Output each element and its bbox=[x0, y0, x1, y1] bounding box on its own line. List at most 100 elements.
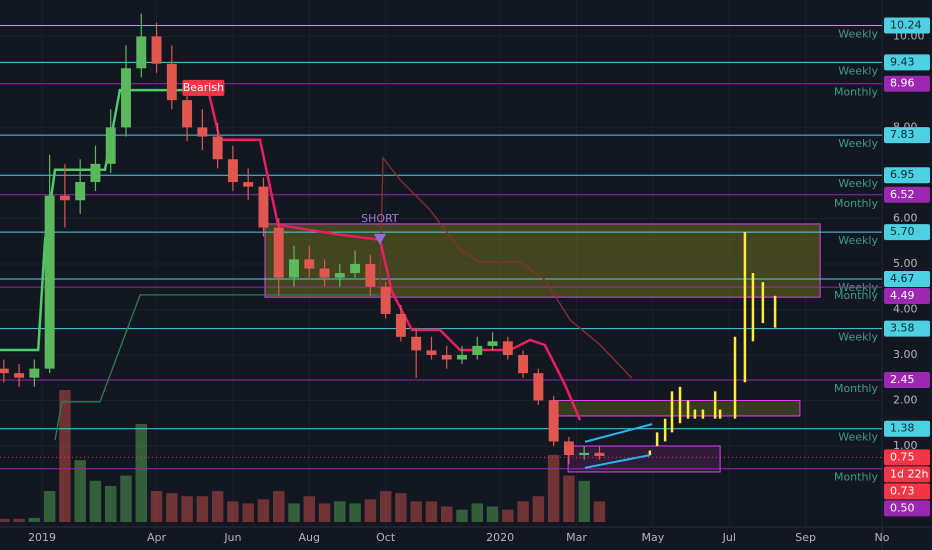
price-badge bbox=[884, 287, 930, 304]
trendline bbox=[584, 454, 651, 469]
candle-body bbox=[563, 441, 574, 456]
price-badge bbox=[884, 127, 930, 144]
volume-bar bbox=[563, 475, 575, 522]
volume-bar bbox=[318, 503, 331, 522]
x-tick-label: Jun bbox=[223, 531, 241, 544]
level-note: Weekly bbox=[838, 331, 878, 344]
volume-bar bbox=[211, 491, 224, 522]
candle-body bbox=[319, 268, 330, 278]
volume-bar bbox=[150, 491, 163, 522]
price-badge bbox=[884, 500, 930, 517]
candle-body bbox=[289, 259, 299, 278]
price-badge bbox=[884, 54, 930, 71]
x-tick-label: May bbox=[642, 531, 665, 544]
price-badge-label: 1d 22h bbox=[890, 467, 928, 480]
x-tick-label: Mar bbox=[566, 531, 587, 544]
x-tick-label: Oct bbox=[376, 531, 396, 544]
candle-body bbox=[334, 273, 345, 278]
y-tick-label: 1.00 bbox=[893, 439, 918, 452]
candle-body bbox=[75, 182, 86, 201]
volume-bar bbox=[13, 518, 25, 522]
price-badge-label: 6.52 bbox=[890, 188, 915, 201]
annotation: SHORT bbox=[361, 212, 399, 225]
price-badge-label: 2.45 bbox=[890, 373, 915, 386]
candle-body bbox=[411, 336, 422, 351]
volume-bar bbox=[28, 517, 41, 522]
price-badge-label: 0.75 bbox=[890, 450, 915, 463]
volume-bar bbox=[303, 496, 315, 522]
price-badge bbox=[884, 449, 930, 466]
price-badge-label: 1.38 bbox=[890, 422, 915, 435]
candle-body bbox=[457, 354, 467, 360]
price-badge-label: 7.83 bbox=[890, 128, 915, 141]
volume-bar bbox=[105, 485, 117, 522]
x-tick-label: Apr bbox=[147, 531, 167, 544]
volume-bar bbox=[242, 503, 254, 522]
x-tick-label: 2020 bbox=[486, 531, 514, 544]
candle-body bbox=[518, 354, 529, 374]
candle-body bbox=[548, 400, 559, 442]
volume-bar bbox=[593, 501, 606, 522]
candle-body bbox=[197, 127, 208, 137]
indicator-line bbox=[0, 88, 186, 352]
level-note: Monthly bbox=[834, 382, 879, 395]
price-badge-label: 6.95 bbox=[890, 168, 915, 181]
price-badge-label: 5.70 bbox=[890, 225, 915, 238]
volume-bar bbox=[471, 503, 483, 522]
x-tick-label: Jul bbox=[722, 531, 736, 544]
volume-bar bbox=[395, 493, 407, 522]
plot-area: Weekly Weekly Monthly Weekly Weekly Monthly We… bbox=[0, 0, 882, 527]
candle-body bbox=[365, 263, 376, 287]
candle-body bbox=[136, 36, 147, 69]
volume-bar bbox=[486, 506, 499, 522]
trendline bbox=[584, 423, 653, 443]
level-note: Weekly bbox=[838, 234, 878, 247]
candle-body bbox=[487, 341, 498, 346]
annotation-badge bbox=[182, 79, 225, 96]
price-badge-label: 8.96 bbox=[890, 77, 915, 90]
y-tick-label: 4.00 bbox=[893, 302, 918, 315]
candle-body bbox=[166, 63, 177, 101]
candle-body bbox=[502, 341, 513, 355]
candle-body bbox=[90, 163, 101, 183]
candle-body bbox=[29, 368, 40, 378]
candle-body bbox=[395, 314, 406, 337]
candle-body bbox=[350, 263, 361, 274]
volume-bar bbox=[120, 475, 132, 522]
level-note: Weekly bbox=[838, 177, 878, 190]
price-badge bbox=[884, 167, 930, 184]
price-badge bbox=[884, 224, 930, 241]
candle-body bbox=[44, 195, 55, 369]
volume-bar bbox=[425, 501, 438, 522]
volume-bar bbox=[456, 509, 468, 522]
price-badge-label: 3.58 bbox=[890, 322, 915, 335]
candle-body bbox=[380, 286, 391, 315]
price-badge-label: 4.67 bbox=[890, 272, 915, 285]
volume-bar bbox=[364, 499, 377, 522]
price-badge bbox=[884, 17, 930, 34]
x-tick-label: No bbox=[875, 531, 890, 544]
price-badge-label: 0.73 bbox=[890, 484, 915, 497]
candle-body bbox=[243, 182, 254, 187]
zone bbox=[567, 445, 721, 473]
candle-body bbox=[533, 373, 544, 401]
price-badge-label: 10.24 bbox=[890, 18, 922, 31]
volume-bar bbox=[196, 496, 209, 522]
volume-bar bbox=[532, 496, 545, 522]
price-badge bbox=[884, 320, 930, 337]
volume-bar bbox=[349, 503, 361, 522]
price-badge bbox=[884, 466, 930, 483]
indicator-line bbox=[379, 156, 633, 379]
price-badge bbox=[884, 372, 930, 389]
volume-bar bbox=[181, 496, 193, 522]
level-note: Weekly bbox=[838, 27, 878, 40]
volume-bar bbox=[43, 491, 56, 522]
volume-bar bbox=[547, 454, 560, 522]
candle-body bbox=[151, 36, 162, 64]
price-badge bbox=[884, 75, 930, 92]
volume-bar bbox=[441, 506, 453, 522]
level-note: Monthly bbox=[834, 471, 879, 484]
volume-bar bbox=[89, 480, 102, 522]
